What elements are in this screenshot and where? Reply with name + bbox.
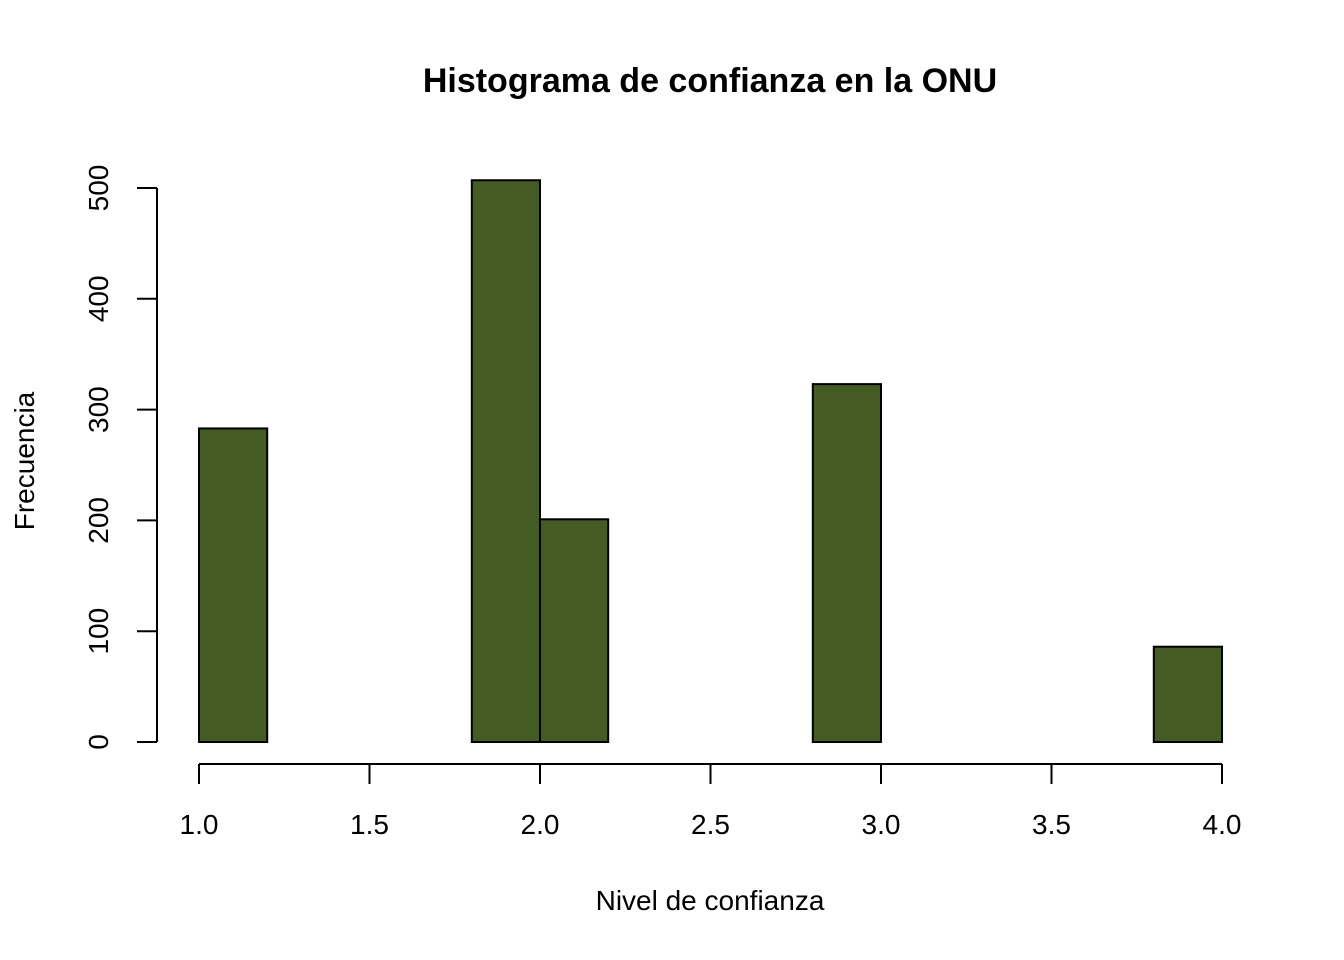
chart-title: Histograma de confianza en la ONU: [423, 62, 997, 100]
x-axis-label: Nivel de confianza: [596, 885, 825, 916]
x-tick-label: 1.5: [350, 809, 389, 840]
histogram-bar: [539, 518, 610, 743]
y-tick-label: 300: [83, 386, 114, 433]
y-tick-label: 0: [83, 734, 114, 750]
y-tick-label: 200: [83, 497, 114, 544]
x-tick-label: 3.5: [1032, 809, 1071, 840]
x-tick-label: 1.0: [180, 809, 219, 840]
histogram-bar: [811, 383, 882, 743]
x-axis: 1.0 1.5 2.0 2.5 3.0 3.5 4.0: [180, 763, 1242, 840]
y-tick-label: 500: [83, 165, 114, 212]
x-tick-label: 4.0: [1203, 809, 1242, 840]
y-tick-label: 400: [83, 275, 114, 322]
x-tick-label: 2.0: [521, 809, 560, 840]
bars-group: [198, 179, 1224, 743]
y-axis-label: Frecuencia: [9, 391, 40, 530]
histogram-bar: [1152, 645, 1224, 743]
x-tick-label: 3.0: [862, 809, 901, 840]
y-axis: 0 100 200 300 400 500: [83, 165, 158, 750]
histogram-bar: [470, 179, 541, 743]
x-tick-label: 2.5: [691, 809, 730, 840]
histogram-bar: [198, 427, 269, 743]
y-tick-label: 100: [83, 608, 114, 655]
